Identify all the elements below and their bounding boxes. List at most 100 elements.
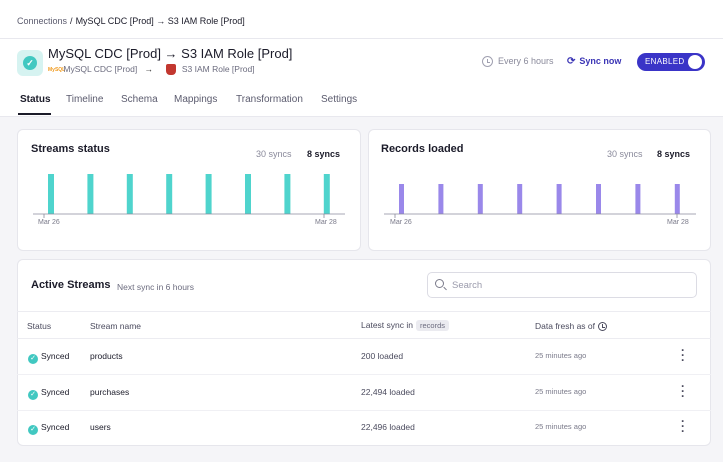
- tab-timeline[interactable]: Timeline: [66, 94, 104, 105]
- clock-icon: [598, 322, 608, 332]
- streams-table-header: Status Stream name Latest sync in records…: [17, 311, 711, 339]
- synced-check-icon: ✓: [28, 390, 38, 400]
- more-options-icon[interactable]: · · ·: [681, 414, 685, 438]
- records-x-start-label: Mar 26: [390, 219, 412, 226]
- chart-bar[interactable]: [674, 184, 680, 214]
- s3-bucket-icon: [166, 64, 177, 76]
- table-row[interactable]: ✓ Synced products 200 loaded 25 minutes a…: [17, 339, 711, 375]
- streams-x-end-label: Mar 28: [315, 219, 337, 226]
- column-status[interactable]: Status: [27, 321, 52, 331]
- chart-bar[interactable]: [205, 174, 212, 214]
- breadcrumb-current: MySQL CDC [Prod] → S3 IAM Role [Prod]: [75, 16, 245, 26]
- records-loaded: 22,494 loaded: [361, 387, 415, 397]
- tab-mappings[interactable]: Mappings: [174, 94, 218, 105]
- stream-name: purchases: [90, 387, 130, 397]
- chart-bar[interactable]: [48, 174, 54, 214]
- data-fresh-time: 25 minutes ago: [535, 387, 587, 396]
- chart-bar[interactable]: [166, 174, 173, 214]
- streams-x-start-label: Mar 26: [38, 219, 60, 226]
- tab-status[interactable]: Status: [20, 94, 51, 105]
- streams-status-chart: [33, 174, 345, 218]
- sync-now-button[interactable]: ⟳ Sync now: [567, 56, 621, 67]
- chart-bar[interactable]: [596, 184, 601, 214]
- records-shown-syncs: 8 syncs: [657, 149, 691, 159]
- breadcrumb-bar: Connections / MySQL CDC [Prod] → S3 IAM Ro…: [0, 0, 723, 39]
- column-latest-sync[interactable]: Latest sync in records: [361, 320, 449, 331]
- enabled-toggle-label: ENABLED: [645, 57, 685, 66]
- records-loaded: 22,496 loaded: [361, 422, 415, 432]
- chart-bar[interactable]: [477, 184, 483, 214]
- records-loaded-card: [368, 129, 711, 251]
- data-fresh-time: 25 minutes ago: [535, 351, 587, 360]
- connection-header: [0, 39, 723, 117]
- chart-bar[interactable]: [438, 184, 444, 214]
- sync-schedule[interactable]: Every 6 hours: [482, 56, 554, 68]
- source-name: MySQL CDC [Prod]: [63, 64, 138, 74]
- stream-status-label: Synced: [41, 351, 70, 361]
- active-streams-title: Active Streams: [31, 279, 111, 291]
- clock-icon: [482, 56, 493, 68]
- streams-total-syncs: 30 syncs: [256, 149, 292, 159]
- records-total-syncs: 30 syncs: [607, 149, 643, 159]
- enabled-toggle[interactable]: ENABLED: [637, 53, 705, 71]
- breadcrumb-separator: /: [70, 16, 73, 26]
- chart-bar[interactable]: [323, 174, 330, 214]
- stream-status-label: Synced: [41, 422, 70, 432]
- breadcrumb: Connections / MySQL CDC [Prod] → S3 IAM Ro…: [17, 16, 245, 26]
- more-options-icon[interactable]: · · ·: [681, 379, 685, 403]
- tab-schema[interactable]: Schema: [121, 94, 158, 105]
- toggle-knob: [688, 55, 702, 69]
- column-stream-name[interactable]: Stream name: [90, 321, 142, 331]
- chart-bar[interactable]: [556, 184, 562, 214]
- next-sync-label: Next sync in 6 hours: [117, 282, 195, 292]
- connection-title: MySQL CDC [Prod] → S3 IAM Role [Prod]: [48, 46, 293, 61]
- tab-bar: Status Timeline Schema Mappings Transfor…: [0, 88, 723, 117]
- active-tab-indicator: [18, 113, 51, 115]
- stream-name: users: [90, 422, 111, 432]
- arrow-icon: →: [144, 64, 154, 74]
- records-loaded-chart: [384, 184, 696, 218]
- records-loaded-title: Records loaded: [381, 143, 464, 155]
- connection-status-icon: ✓: [17, 50, 43, 76]
- records-loaded: 200 loaded: [361, 351, 404, 361]
- synced-check-icon: ✓: [28, 425, 38, 435]
- search-input[interactable]: [452, 278, 682, 292]
- column-data-fresh[interactable]: Data fresh as of: [535, 321, 608, 332]
- table-row[interactable]: ✓ Synced users 22,496 loaded 25 minutes a…: [17, 410, 711, 446]
- stream-search: [427, 272, 697, 298]
- stream-status: ✓ Synced: [28, 387, 69, 400]
- tab-transformation[interactable]: Transformation: [236, 94, 303, 105]
- chart-bar[interactable]: [635, 184, 641, 214]
- streams-status-title: Streams status: [31, 143, 110, 155]
- records-unit-badge[interactable]: records: [415, 320, 449, 331]
- refresh-icon: ⟳: [567, 56, 576, 67]
- records-bars-group: [399, 184, 680, 214]
- stream-status: ✓ Synced: [28, 422, 69, 435]
- stream-status: ✓ Synced: [28, 351, 69, 364]
- data-fresh-label: Data fresh as of: [535, 321, 596, 331]
- stream-name: products: [90, 351, 123, 361]
- latest-sync-label: Latest sync in: [361, 320, 413, 330]
- stream-status-label: Synced: [41, 387, 70, 397]
- search-icon: [435, 279, 444, 288]
- connection-subtitle: MySQL MySQL CDC [Prod] → S3 IAM Role [Pr…: [48, 64, 255, 76]
- chart-bar[interactable]: [399, 184, 404, 214]
- chart-bar[interactable]: [87, 174, 94, 214]
- chart-bar[interactable]: [245, 174, 251, 214]
- records-x-end-label: Mar 28: [667, 219, 689, 226]
- breadcrumb-connections-link[interactable]: Connections: [17, 16, 68, 26]
- chart-bar[interactable]: [284, 174, 291, 214]
- check-icon: ✓: [23, 56, 37, 70]
- destination-name: S3 IAM Role [Prod]: [181, 64, 255, 74]
- more-options-icon[interactable]: · · ·: [681, 343, 685, 367]
- streams-status-card: [17, 129, 361, 251]
- chart-bar[interactable]: [517, 184, 523, 214]
- sync-now-label: Sync now: [579, 56, 622, 66]
- synced-check-icon: ✓: [28, 354, 38, 364]
- mysql-logo: MySQL: [48, 66, 66, 73]
- tab-settings[interactable]: Settings: [321, 94, 358, 105]
- chart-bar[interactable]: [126, 174, 133, 214]
- table-row[interactable]: ✓ Synced purchases 22,494 loaded 25 minut…: [17, 375, 711, 411]
- schedule-label: Every 6 hours: [498, 56, 554, 66]
- streams-shown-syncs: 8 syncs: [307, 149, 341, 159]
